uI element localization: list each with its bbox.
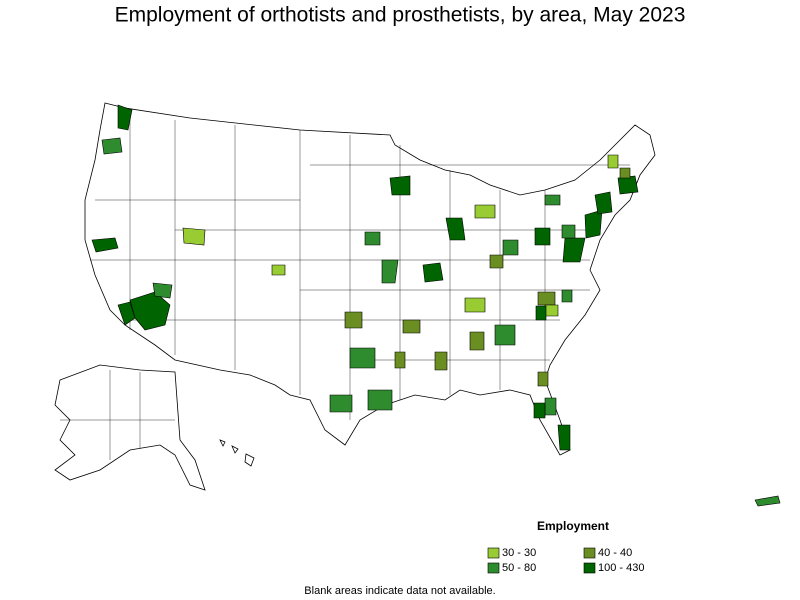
legend-swatch: [487, 562, 500, 574]
area-kc: [381, 259, 399, 284]
area-louisville: [489, 254, 504, 269]
area-minneapolis: [389, 175, 411, 196]
footnote: Blank areas indicate data not available.: [304, 585, 495, 597]
area-nashville: [464, 297, 486, 313]
area-chicago: [445, 217, 466, 241]
legend-label: 50 - 80: [502, 562, 536, 574]
alaska: [54, 364, 206, 491]
area-orlando: [544, 397, 557, 416]
area-las-vegas: [152, 282, 173, 299]
legend-label: 100 - 430: [598, 562, 644, 574]
legend-swatch: [583, 562, 596, 574]
area-jackson: [434, 351, 448, 371]
area-shreveport: [394, 351, 406, 369]
area-los-angeles: [117, 301, 136, 326]
legend-swatch: [487, 547, 500, 559]
area-indianapolis: [502, 239, 519, 256]
area-miami: [557, 424, 571, 451]
employment-areas: [91, 104, 639, 451]
legend-swatch: [583, 547, 596, 559]
area-colorado: [271, 264, 286, 276]
area-seattle: [117, 104, 133, 131]
area-idaho: [182, 227, 206, 246]
area-jacksonville: [537, 371, 549, 387]
area-st-louis: [422, 262, 444, 283]
area-houston: [367, 389, 393, 411]
hawaii: [219, 439, 255, 467]
area-buffalo: [544, 194, 561, 206]
area-arkansas: [402, 319, 421, 334]
area-omaha: [364, 231, 381, 246]
alaska-borders: [60, 370, 175, 460]
puerto-rico: [754, 495, 781, 507]
area-borders: [90, 110, 630, 420]
area-columbia: [535, 305, 547, 321]
area-boston: [617, 175, 639, 195]
area-vermont: [619, 167, 631, 179]
contiguous-us: [84, 102, 656, 456]
area-raleigh: [561, 289, 573, 303]
area-oklahoma: [344, 311, 363, 329]
area-philadelphia: [584, 209, 603, 239]
legend-title: Employment: [537, 519, 609, 533]
map-title: Employment of orthotists and prosthetist…: [115, 4, 686, 27]
area-birmingham: [469, 331, 485, 351]
map: [54, 102, 781, 507]
area-dc: [562, 237, 586, 263]
area-charlotte: [537, 291, 556, 306]
area-pittsburgh: [561, 224, 576, 239]
area-atlanta: [494, 324, 516, 346]
area-greenville: [544, 304, 559, 317]
legend-label: 30 - 30: [502, 547, 536, 559]
legend-label: 40 - 40: [598, 547, 632, 559]
area-sf: [91, 237, 119, 253]
area-michigan: [474, 204, 496, 219]
area-san-antonio: [329, 394, 353, 413]
area-maine: [607, 154, 619, 169]
legend: Employment 30 - 30 40 - 40 50 - 80 100 - 43…: [487, 519, 644, 574]
area-columbus: [534, 227, 551, 246]
area-portland: [101, 137, 123, 155]
area-nyc: [594, 191, 613, 215]
area-dallas: [349, 347, 376, 369]
area-tampa: [533, 402, 546, 419]
